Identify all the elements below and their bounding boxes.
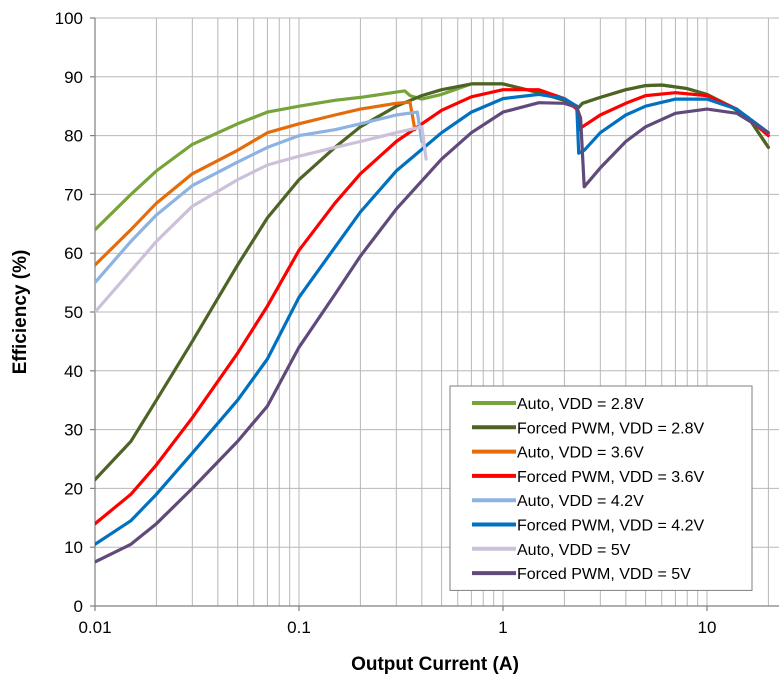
y-tick-label: 50 bbox=[64, 303, 83, 322]
series-line-5 bbox=[95, 110, 424, 285]
x-tick-label: 0.1 bbox=[287, 618, 311, 637]
legend-label: Auto, VDD = 3.6V bbox=[517, 445, 644, 462]
legend-label: Forced PWM, VDD = 4.2V bbox=[517, 518, 704, 535]
y-tick-label: 10 bbox=[64, 538, 83, 557]
series-line-4 bbox=[95, 88, 771, 526]
legend-label: Forced PWM, VDD = 3.6V bbox=[517, 469, 704, 486]
tick-labels: 0 10 20 30 40 50 60 70 80 90 100 0.01 0.1 1 10 bbox=[55, 9, 717, 637]
legend-label: Auto, VDD = 5V bbox=[517, 542, 631, 559]
y-axis-title: Efficiency (%) bbox=[10, 250, 31, 375]
y-tick-label: 100 bbox=[55, 9, 83, 28]
series-lines bbox=[95, 82, 771, 564]
y-tick-label: 0 bbox=[74, 597, 83, 616]
legend-label: Auto, VDD = 2.8V bbox=[517, 396, 644, 413]
y-tick-label: 40 bbox=[64, 362, 83, 381]
y-tick-label: 80 bbox=[64, 127, 83, 146]
series-line-7 bbox=[95, 125, 428, 314]
y-tick-label: 90 bbox=[64, 68, 83, 87]
y-tick-label: 60 bbox=[64, 244, 83, 263]
series-line-8 bbox=[95, 101, 771, 564]
x-tick-label: 0.01 bbox=[78, 618, 111, 637]
legend: Auto, VDD = 2.8V Forced PWM, VDD = 2.8V Au… bbox=[449, 385, 753, 591]
legend-label: Forced PWM, VDD = 2.8V bbox=[517, 420, 704, 437]
series-line-6 bbox=[95, 92, 771, 546]
x-tick-label: 10 bbox=[698, 618, 717, 637]
x-tick-label: 1 bbox=[498, 618, 507, 637]
x-axis-title: Output Current (A) bbox=[351, 654, 519, 675]
y-tick-label: 70 bbox=[64, 185, 83, 204]
legend-label: Auto, VDD = 4.2V bbox=[517, 493, 644, 510]
series-line-3 bbox=[95, 100, 417, 267]
y-tick-label: 20 bbox=[64, 479, 83, 498]
legend-label: Forced PWM, VDD = 5V bbox=[517, 566, 691, 583]
y-tick-label: 30 bbox=[64, 421, 83, 440]
legend-box bbox=[449, 385, 753, 591]
